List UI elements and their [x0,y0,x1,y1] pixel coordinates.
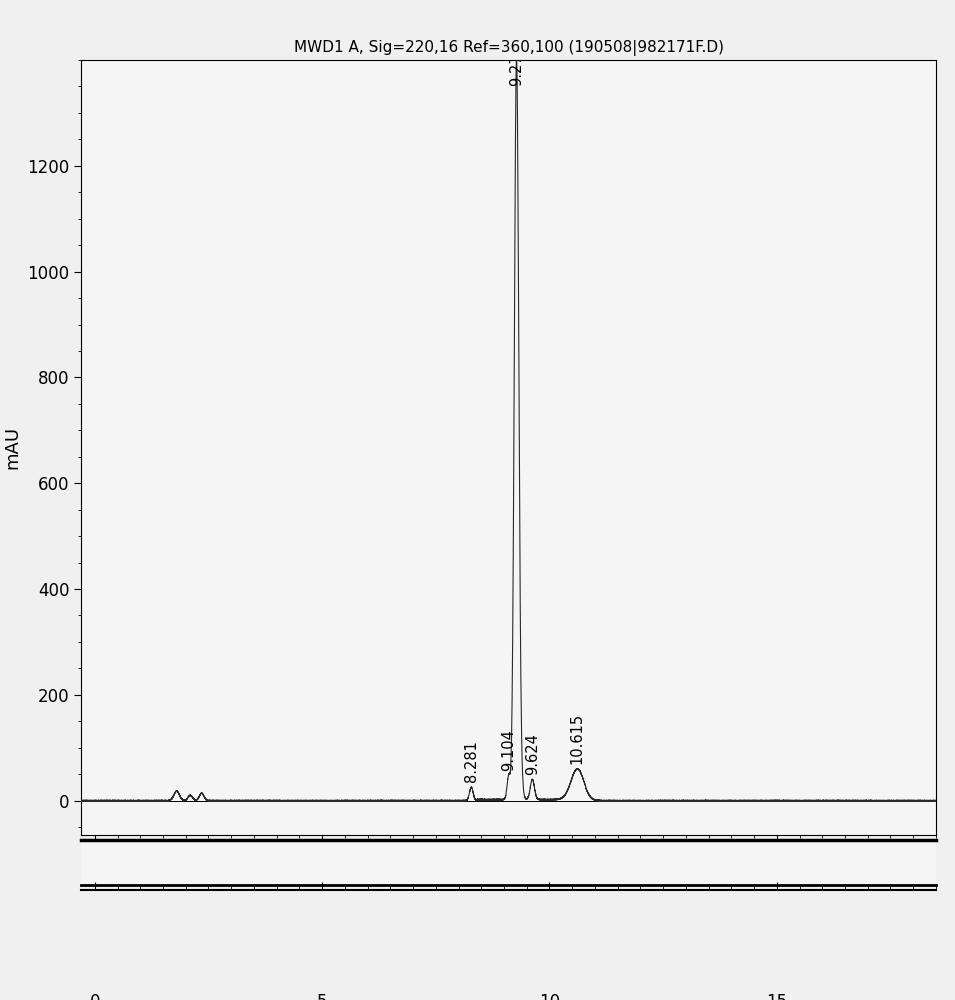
Title: MWD1 A, Sig=220,16 Ref=360,100 (190508|982171F.D): MWD1 A, Sig=220,16 Ref=360,100 (190508|9… [293,40,724,56]
Text: 8.281: 8.281 [464,740,478,782]
Y-axis label: mAU: mAU [4,426,22,469]
Text: 9.275: 9.275 [509,44,524,86]
Text: 9.624: 9.624 [525,733,540,775]
Text: 9.104: 9.104 [501,729,517,771]
Text: 10.615: 10.615 [570,713,584,764]
